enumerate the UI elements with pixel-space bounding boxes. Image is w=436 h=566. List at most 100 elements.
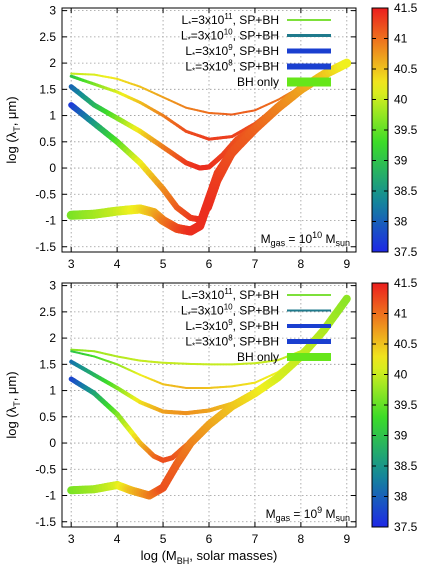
ticks: 3 4 5 6 7 8 9 -1.5 -1 -0.5 0 0.5 1 1.5 2 2.5 3 <box>35 279 356 546</box>
legend-label-main: BH only <box>237 75 279 89</box>
y-tick-label: -0.5 <box>35 187 56 201</box>
x-axis-label: log (MBH, solar masses) <box>141 548 278 566</box>
legend-label: BH only <box>237 350 279 364</box>
x-tick-label: 8 <box>298 532 305 546</box>
colorbar-tick-label: 40.5 <box>394 337 418 351</box>
legend-label-sup: 8 <box>228 334 233 343</box>
annotation-part: = 10 <box>285 232 312 246</box>
y-tick-label: 0 <box>49 436 56 450</box>
x-tick-label: 3 <box>68 532 75 546</box>
legend-label-mid: =3x10 <box>195 319 228 333</box>
y-tick-label: 0 <box>49 161 56 175</box>
x-tick-label: 5 <box>160 532 167 546</box>
legend-label-main: L <box>185 335 192 349</box>
x-tick-label: 7 <box>252 257 259 271</box>
colorbar-tick-label: 38.5 <box>394 184 418 198</box>
legend-label-main: L <box>185 319 192 333</box>
annotation-part: M <box>261 232 271 246</box>
x-tick-label: 6 <box>206 532 213 546</box>
legend-label-post: , SP+BH <box>233 13 279 27</box>
legend-label-post: , SP+BH <box>233 60 279 74</box>
legend-label-mid: =3x10 <box>191 304 224 318</box>
legend-label: L*=3x109, SP+BH <box>185 318 279 335</box>
x-tick-label: 9 <box>343 257 350 271</box>
x-tick-label: 5 <box>160 257 167 271</box>
x-tick-label: 4 <box>114 532 121 546</box>
x-tick-label: 6 <box>206 257 213 271</box>
legend-label-mid: =3x10 <box>195 335 228 349</box>
x-tick-label: 3 <box>68 257 75 271</box>
y-axis-label-sub: T <box>12 126 22 132</box>
curve-segment <box>339 294 351 307</box>
colorbar-tick-label: 38 <box>394 490 408 504</box>
legend-label-main: L <box>181 288 188 302</box>
y-tick-label: 3 <box>49 4 56 18</box>
panel-bottom: 3 4 5 6 7 8 9 -1.5 -1 -0.5 0 0.5 1 1.5 2 2.5 3 log (λT, μ… <box>4 276 418 566</box>
y-tick-label: 2.5 <box>39 30 56 44</box>
grid <box>62 8 356 252</box>
colorbar-tick-label: 39.5 <box>394 398 418 412</box>
legend-label-sup: 11 <box>224 12 233 21</box>
colorbar-tick-label: 41.5 <box>394 276 418 290</box>
x-axis-label-main: log (M <box>141 548 177 563</box>
annotation-part: M <box>266 507 276 521</box>
y-axis-label-sub: T <box>12 401 22 407</box>
y-axis-label: log (λT, μm) <box>4 371 22 438</box>
y-axis-label-tail: , μm) <box>4 371 19 401</box>
legend-label: L*=3x1011, SP+BH <box>181 12 279 29</box>
legend-label-main: L <box>181 304 188 318</box>
mass-annotation: Mgas = 109 Msun <box>266 505 350 523</box>
colorbar-tick-label: 38.5 <box>394 459 418 473</box>
legend: L*=3x1011, SP+BHL*=3x1010, SP+BHL*=3x109… <box>181 287 331 364</box>
legend-label-sup: 8 <box>228 59 233 68</box>
y-tick-label: 2 <box>49 56 56 70</box>
legend-label-mid: =3x10 <box>191 288 224 302</box>
annotation-sup: 9 <box>317 505 322 515</box>
legend-label-mid: =3x10 <box>191 13 224 27</box>
colorbar-tick-label: 40 <box>394 368 408 382</box>
y-tick-label: -1.5 <box>35 515 56 529</box>
colorbar: 41.5 41 40.5 40 39.5 39 38.5 38 37.5 <box>371 276 418 534</box>
y-axis-label: log (λT, μm) <box>4 96 22 163</box>
legend-label-post: , SP+BH <box>233 44 279 58</box>
legend-label-main: L <box>181 29 188 43</box>
legend-label-sup: 11 <box>224 287 233 296</box>
legend-label-sup: 9 <box>228 318 233 327</box>
curves <box>66 58 352 236</box>
x-axis-label-sub: BH <box>177 556 190 566</box>
y-axis-label-main: log (λ <box>4 131 19 163</box>
y-tick-label: 1 <box>49 109 56 123</box>
y-tick-label: 1.5 <box>39 357 56 371</box>
legend-label-sub: * <box>192 51 195 60</box>
colorbar: 41.5 41 40.5 40 39.5 39 38.5 38 37.5 <box>371 1 418 259</box>
y-tick-label: -0.5 <box>35 462 56 476</box>
y-tick-label: -1 <box>45 489 56 503</box>
legend-label: L*=3x1011, SP+BH <box>181 287 279 304</box>
y-tick-label: 0.5 <box>39 410 56 424</box>
colorbar-tick-label: 41 <box>394 307 408 321</box>
series-4 <box>67 294 351 500</box>
legend-label-main: L <box>185 44 192 58</box>
legend-label-post: , SP+BH <box>233 29 279 43</box>
y-tick-label: -1.5 <box>35 240 56 254</box>
curve-segment <box>339 58 352 70</box>
legend-label: BH only <box>237 75 279 89</box>
legend-label-post: , SP+BH <box>233 304 279 318</box>
x-tick-label: 8 <box>298 257 305 271</box>
legend-label-mid: =3x10 <box>191 29 224 43</box>
legend-label-sup: 10 <box>224 303 233 312</box>
colorbar-tick-label: 40 <box>394 93 408 107</box>
curves <box>67 294 351 500</box>
y-tick-label: 1 <box>49 384 56 398</box>
y-tick-label: 2.5 <box>39 305 56 319</box>
annotation-sup: 10 <box>312 230 322 240</box>
colorbar-tick-label: 41 <box>394 32 408 46</box>
legend-label-sup: 9 <box>228 43 233 52</box>
x-tick-label: 4 <box>114 257 121 271</box>
colorbar-tick-label: 37.5 <box>394 520 418 534</box>
y-tick-label: 2 <box>49 331 56 345</box>
legend-label-post: , SP+BH <box>233 288 279 302</box>
annotation-sub: gas <box>271 238 286 248</box>
legend-label: L*=3x108, SP+BH <box>185 334 279 351</box>
